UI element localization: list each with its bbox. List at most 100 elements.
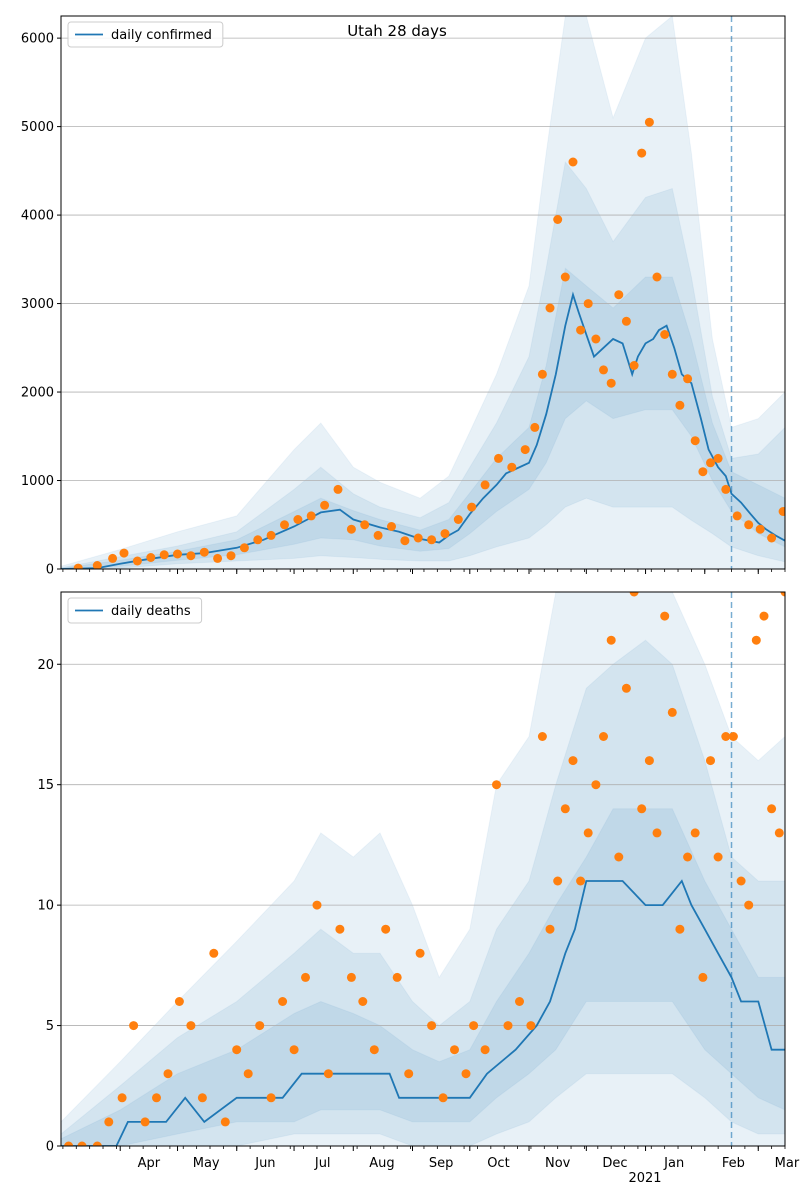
deaths-data-point — [469, 1021, 479, 1031]
x-tick-label: May — [193, 1156, 220, 1171]
deaths-y-tick-label: 15 — [37, 778, 54, 793]
deaths-y-tick-label: 0 — [46, 1140, 54, 1155]
deaths-data-point — [503, 1021, 513, 1031]
x-tick-label: Jan — [663, 1156, 684, 1171]
deaths-data-point — [591, 780, 601, 790]
deaths-data-point — [152, 1093, 161, 1103]
confirmed-data-point — [453, 515, 463, 524]
deaths-data-point — [728, 732, 738, 741]
confirmed-band-middle — [61, 160, 785, 569]
confirmed-data-point — [373, 530, 383, 540]
confirmed-y-tick-label: 5000 — [21, 120, 54, 135]
deaths-data-point — [381, 924, 391, 934]
confirmed-data-point — [108, 553, 118, 563]
confirmed-chart-panel: 0 1000 2000 3000 4000 5000 6000 daily confirme… — [21, 15, 786, 578]
confirmed-data-point — [413, 533, 423, 543]
deaths-data-point — [690, 828, 700, 838]
x-tick-label: Jun — [254, 1156, 275, 1171]
deaths-observed-points — [64, 592, 785, 1146]
confirmed-data-point — [644, 117, 654, 127]
deaths-data-point — [545, 924, 555, 934]
deaths-data-point — [312, 900, 322, 910]
x-tick-label: Aug — [369, 1156, 394, 1171]
deaths-band-outer — [61, 592, 785, 1146]
confirmed-data-point — [333, 484, 343, 494]
deaths-data-point — [64, 1141, 74, 1146]
deaths-data-point — [92, 1141, 102, 1146]
x-tick-label: Jul — [314, 1156, 331, 1171]
confirmed-legend: daily confirmed — [67, 21, 224, 48]
deaths-y-tick-label: 5 — [46, 1019, 54, 1034]
confirmed-data-point — [159, 550, 169, 560]
deaths-data-point — [721, 732, 731, 741]
deaths-data-point — [629, 592, 639, 597]
deaths-data-point — [392, 972, 402, 982]
x-tick-label: Dec — [602, 1156, 627, 1171]
deaths-data-point — [438, 1093, 448, 1103]
deaths-data-point — [232, 1045, 242, 1055]
confirmed-data-point — [683, 374, 693, 384]
confirmed-data-point — [530, 422, 540, 432]
deaths-data-point — [713, 852, 723, 862]
confirmed-x-ticks — [62, 569, 786, 574]
confirmed-data-point — [744, 520, 754, 530]
deaths-data-point — [780, 592, 785, 597]
x-tick-label: Mar — [775, 1156, 800, 1171]
deaths-data-point — [197, 1093, 207, 1103]
confirmed-data-point — [253, 535, 263, 545]
confirmed-data-point — [360, 520, 370, 530]
deaths-data-point — [736, 876, 746, 886]
deaths-data-point — [255, 1021, 265, 1031]
deaths-data-point — [698, 972, 708, 982]
confirmed-legend-box — [67, 21, 224, 48]
confirmed-data-point — [293, 515, 303, 524]
deaths-data-point — [450, 1045, 459, 1055]
confirmed-data-point — [591, 334, 601, 344]
confirmed-data-point — [721, 484, 731, 494]
confirmed-data-point — [599, 365, 608, 375]
confirmed-data-point — [553, 215, 563, 224]
chart-title: Utah 28 days — [347, 22, 447, 40]
confirmed-data-point — [239, 543, 249, 553]
confirmed-data-point — [690, 436, 700, 446]
deaths-axes — [60, 591, 786, 1147]
confirmed-data-point — [186, 551, 196, 561]
confirmed-data-point — [400, 536, 410, 546]
confirmed-data-point — [660, 330, 670, 339]
deaths-data-point — [163, 1069, 173, 1079]
deaths-data-point — [358, 997, 368, 1006]
confirmed-data-point — [73, 563, 83, 569]
deaths-data-point — [323, 1069, 333, 1079]
deaths-y-tick-label: 20 — [37, 658, 54, 673]
confirmed-data-point — [621, 316, 631, 326]
confirmed-data-point — [440, 529, 450, 539]
deaths-data-point — [675, 924, 685, 934]
confirmed-y-tick-label: 3000 — [21, 297, 54, 312]
confirmed-data-point — [713, 453, 723, 463]
deaths-data-point — [243, 1069, 253, 1079]
deaths-band-middle — [61, 639, 785, 1146]
deaths-x-ticks: Apr May Jun Jul Aug Sep Oct Nov Dec Jan Feb Mar — [62, 1146, 800, 1171]
x-tick-label: Apr — [138, 1156, 161, 1171]
confirmed-data-point — [698, 467, 708, 477]
deaths-data-point — [526, 1021, 536, 1031]
confirmed-data-point — [306, 511, 316, 521]
deaths-axes-frame — [60, 591, 786, 1147]
deaths-data-point — [568, 756, 578, 766]
confirmed-data-point — [346, 524, 356, 534]
confirmed-data-point — [280, 520, 289, 530]
confirmed-data-point — [507, 462, 517, 472]
confirmed-data-point — [520, 445, 530, 455]
deaths-chart-panel: 0 5 10 15 20 Apr May Jun Jul Aug Sep Oct Nov Dec Jan F… — [37, 591, 800, 1186]
confirmed-data-point — [614, 290, 624, 300]
deaths-data-point — [140, 1117, 150, 1127]
deaths-series-line — [61, 879, 785, 1146]
deaths-data-point — [683, 852, 693, 862]
confirmed-axes — [60, 15, 786, 570]
confirmed-legend-label: daily confirmed — [111, 28, 212, 43]
confirmed-data-point — [173, 549, 182, 559]
confirmed-data-point — [427, 535, 437, 545]
confirmed-data-point — [119, 548, 129, 558]
deaths-data-point — [301, 972, 310, 982]
deaths-data-point — [576, 876, 586, 886]
